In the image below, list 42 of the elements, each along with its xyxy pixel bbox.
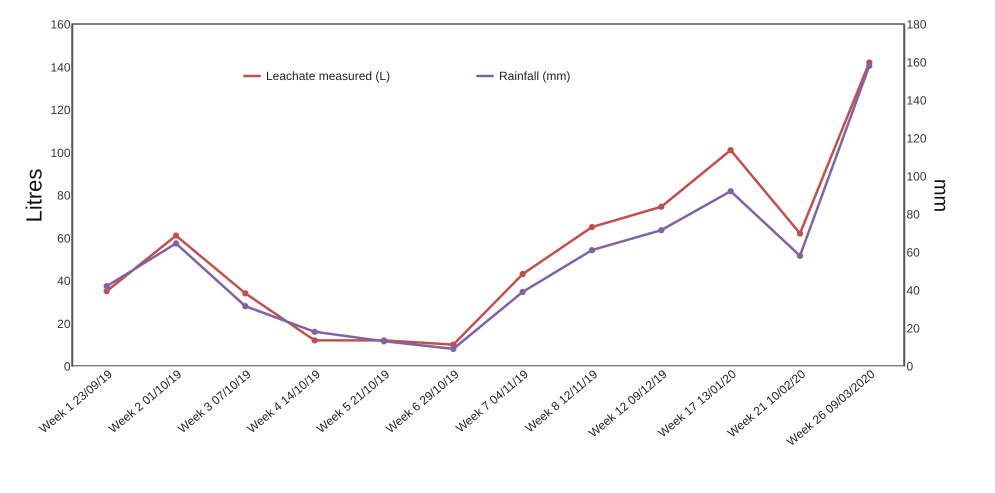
point [242,302,248,310]
point [796,230,804,237]
y2-tick-label: 100 [906,170,927,184]
y-tick-label: 40 [57,274,71,288]
legend-label: Rainfall (mm) [499,69,570,83]
point [658,204,664,210]
y-axis-title: Litres [21,168,46,222]
point [312,337,318,344]
y-tick-label: 160 [50,18,71,32]
point [450,346,456,352]
y-tick-label: 20 [57,316,71,331]
y-tick-label: 0 [64,360,71,374]
y-tick-label: 120 [50,103,71,117]
y2-tick-label: 160 [906,56,927,70]
point [312,328,318,335]
point [104,283,110,290]
point [796,252,804,259]
point [242,290,248,296]
point [588,224,596,230]
y2-tick-label: 40 [906,284,920,298]
y2-tick-label: 60 [906,246,920,260]
point [728,146,734,154]
point [172,232,180,239]
y-tick-label: 100 [50,146,71,160]
point [520,270,526,278]
point [588,246,596,254]
point [520,288,526,296]
y-tick-label: 60 [57,231,71,246]
point [728,188,734,194]
y-tick-label: 80 [57,188,71,202]
y2-tick-label: 20 [906,322,920,336]
point [172,240,180,247]
y2-tick-label: 0 [906,360,914,374]
legend-label: Leachate measured (L) [266,69,390,83]
y2-tick-label: 140 [906,94,927,108]
y2-tick-label: 180 [906,18,927,32]
y2-tick-label: 80 [906,208,920,222]
y2-axis-title: mm [930,178,952,212]
y-tick-label: 140 [50,60,71,74]
point [866,62,872,69]
point [658,226,664,234]
y2-tick-label: 120 [906,132,927,146]
